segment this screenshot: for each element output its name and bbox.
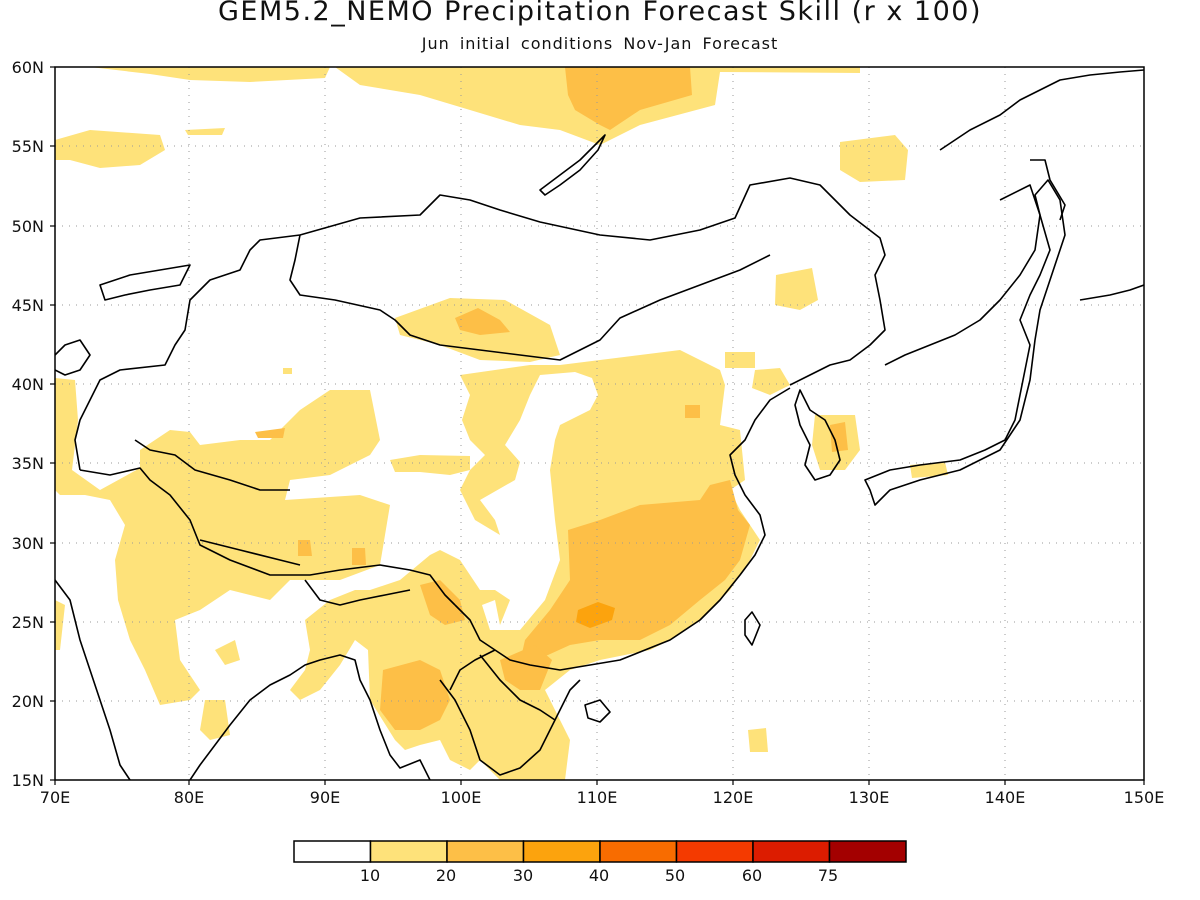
colorbar-label: 30 [513,866,533,885]
lat-label: 55N [12,137,44,156]
latitude-labels: 15N 20N 25N 30N 35N 40N 45N 50N 55N 60N [12,58,44,790]
colorbar-swatch [675,840,754,863]
lon-label: 100E [441,788,482,807]
lat-label: 25N [12,613,44,632]
lat-label: 50N [12,217,44,236]
lat-label: 35N [12,454,44,473]
map-title: GEM5.2_NEMO Precipitation Forecast Skill… [218,0,982,27]
lon-label: 130E [849,788,890,807]
lat-label: 60N [12,58,44,77]
colorbar-swatch [446,840,525,863]
lon-label: 80E [174,788,204,807]
colorbar-label: 50 [665,866,685,885]
coastlines-and-borders [55,69,1144,780]
colorbar-label: 60 [742,866,762,885]
lon-label: 110E [577,788,618,807]
map-frame [54,66,1145,781]
lon-label: 70E [40,788,70,807]
lat-label: 15N [12,771,44,790]
colorbar-swatch [369,840,448,863]
colorbar-swatch [599,840,678,863]
colorbar-swatch [293,840,372,863]
lon-label: 90E [310,788,340,807]
colorbar-label: 40 [589,866,609,885]
skill-shading [55,67,948,780]
colorbar-labels: 10 20 30 40 50 60 75 [360,866,838,885]
lat-label: 20N [12,692,44,711]
colorbar-swatch [828,840,907,863]
lat-label: 30N [12,534,44,553]
colorbar-label: 75 [818,866,838,885]
axis-tick-marks [50,66,1145,785]
lon-label: 150E [1124,788,1165,807]
lat-label: 40N [12,375,44,394]
longitude-labels: 70E 80E 90E 100E 110E 120E 130E 140E 150… [40,788,1165,807]
skill-10-20-regions [55,67,948,780]
colorbar-swatch [752,840,831,863]
colorbar-swatch [522,840,601,863]
lat-label: 45N [12,296,44,315]
skill-30-40-regions [576,602,615,628]
colorbar-label: 20 [436,866,456,885]
colorbar-label: 10 [360,866,380,885]
lon-label: 120E [713,788,754,807]
lon-label: 140E [985,788,1026,807]
colorbar [293,840,907,863]
map-subtitle: Jun initial conditions Nov-Jan Forecast [421,34,779,53]
